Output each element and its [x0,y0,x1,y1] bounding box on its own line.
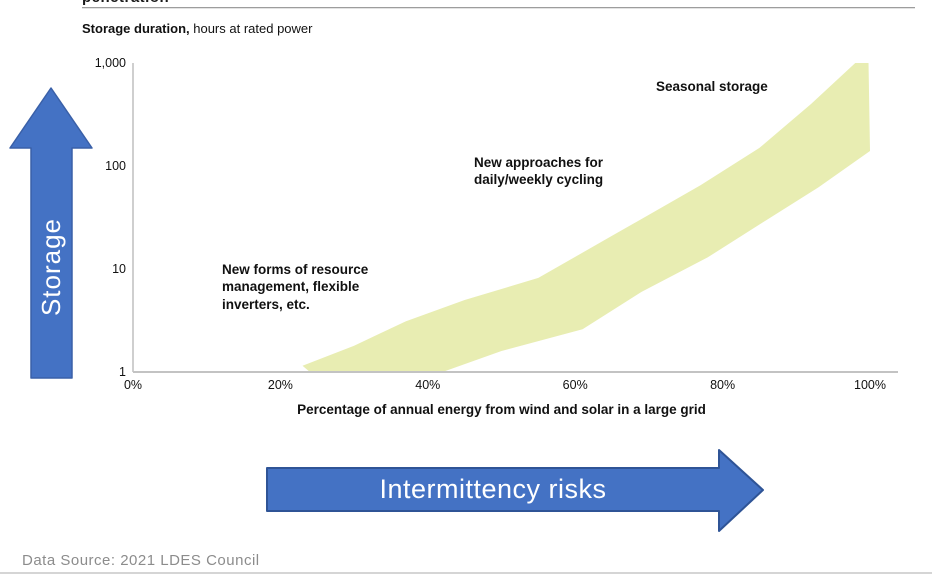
intermittency-right-arrow [266,449,764,532]
annotation-seasonal-storage: Seasonal storage [656,79,768,94]
chart-title-rest: hours at rated power [189,21,313,36]
annotation-resource-management: New forms of resource management, flexib… [222,262,369,312]
x-tick-label-60%: 60% [562,378,588,392]
x-axis-title: Percentage of annual energy from wind an… [297,402,706,417]
x-tick-label-80%: 80% [710,378,736,392]
chart-title-bold: Storage duration, [82,21,190,36]
storage-duration-band [302,63,870,372]
title-underline [82,7,915,9]
bottom-divider [0,572,932,574]
x-tick-label-100%: 100% [854,378,886,392]
y-tick-label-100: 100 [105,159,126,173]
x-tick-label-40%: 40% [415,378,441,392]
cut-off-slide-title: penetration [82,0,922,6]
data-source-note: Data Source: 2021 LDES Council [22,552,260,569]
intermittency-arrow-label: Intermittency risks [379,474,607,504]
y-tick-label-1: 1 [119,365,126,379]
y-tick-label-10: 10 [112,262,126,276]
storage-up-arrow [9,87,93,379]
x-tick-label-20%: 20% [267,378,293,392]
storage-arrow-label: Storage [36,217,66,317]
x-tick-label-0%: 0% [123,378,143,392]
chart-title: Storage duration, hours at rated power [82,21,312,36]
y-tick-label-1,000: 1,000 [94,56,126,70]
slide-title-text: penetration [82,0,169,6]
annotation-daily-weekly-cycling: New approaches for daily/weekly cycling [474,155,604,188]
